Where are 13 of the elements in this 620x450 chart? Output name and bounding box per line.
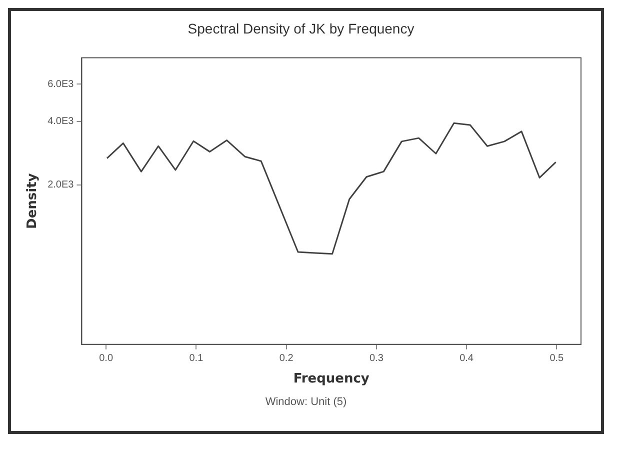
- x-tick-label: 0.4: [460, 353, 474, 364]
- x-tick-label: 0.5: [550, 353, 564, 364]
- x-axis-title: Frequency: [293, 372, 370, 387]
- x-tick-label: 0.3: [369, 353, 384, 364]
- x-tick-label: 0.1: [189, 353, 204, 364]
- y-tick-label: 2.0E3: [48, 180, 74, 191]
- x-tick-label: 0.2: [279, 353, 294, 364]
- y-tick-label: 4.0E3: [48, 116, 74, 128]
- y-tick-label: 6.0E3: [48, 78, 74, 90]
- chart-title: Spectral Density of JK by Frequency: [188, 20, 414, 36]
- text: Window: Unit (5): [264, 396, 348, 408]
- x-tick-label: 0.0: [99, 353, 114, 364]
- y-axis-title: Density: [25, 172, 40, 229]
